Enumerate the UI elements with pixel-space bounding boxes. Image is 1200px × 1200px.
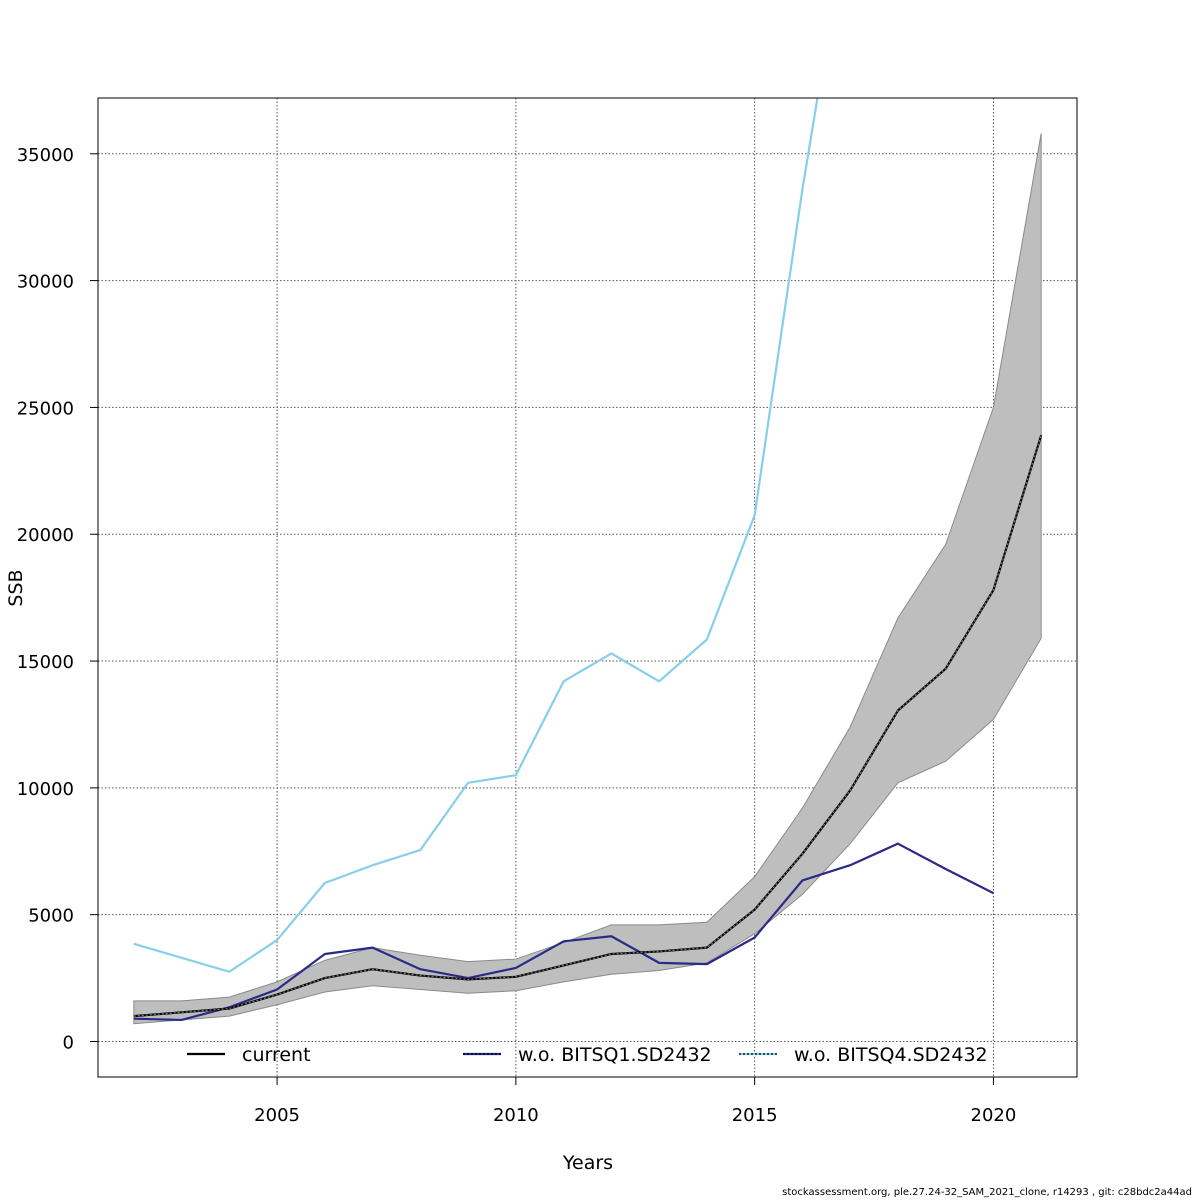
series-line-2 bbox=[133, 98, 819, 973]
legend-label-2: w.o. BITSQ4.SD2432 bbox=[794, 1044, 988, 1066]
confidence-band-area bbox=[133, 133, 1042, 1025]
legend: current w.o. BITSQ1.SD2432 w.o. BITSQ4.SD2… bbox=[187, 1044, 988, 1066]
confidence-band bbox=[133, 133, 1042, 1025]
x-tick-label: 2015 bbox=[732, 1105, 778, 1126]
axes: 2005 2010 2015 2020 0 5000 10000 15000 20000 2500… bbox=[17, 145, 1017, 1126]
y-tick-label: 15000 bbox=[17, 652, 74, 673]
x-tick-label: 2005 bbox=[254, 1105, 300, 1126]
y-tick-label: 30000 bbox=[17, 272, 74, 293]
y-tick-label: 5000 bbox=[28, 906, 74, 927]
x-tick-label: 2010 bbox=[493, 1105, 539, 1126]
series-line-current-dots bbox=[133, 435, 1042, 1017]
y-tick-label: 25000 bbox=[17, 398, 74, 419]
y-axis-title: SSB bbox=[5, 569, 27, 606]
y-tick-label: 20000 bbox=[17, 525, 74, 546]
x-tick-label: 2020 bbox=[971, 1105, 1017, 1126]
y-tick-label: 35000 bbox=[17, 145, 74, 166]
y-tick-label: 0 bbox=[63, 1032, 74, 1053]
legend-label-1: w.o. BITSQ1.SD2432 bbox=[518, 1044, 712, 1066]
x-axis-title: Years bbox=[562, 1152, 613, 1174]
legend-label-0: current bbox=[242, 1044, 311, 1066]
series-lines bbox=[133, 98, 1043, 1022]
plot-frame bbox=[97, 97, 1078, 1078]
footer-credit: stockassessment.org, ple.27.24-32_SAM_20… bbox=[782, 1187, 1192, 1198]
y-tick-label: 10000 bbox=[17, 779, 74, 800]
series-line-1 bbox=[133, 842, 994, 1022]
